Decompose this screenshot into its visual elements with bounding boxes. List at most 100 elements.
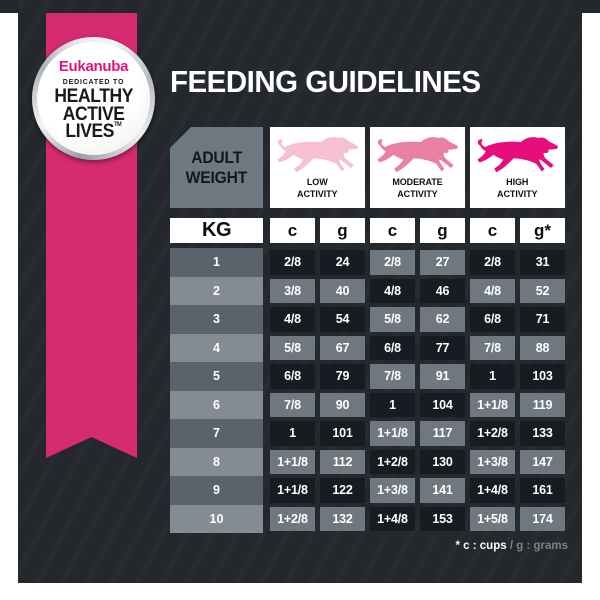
amount-cell: 5/8 (270, 335, 315, 360)
table-row: 5 6/8 79 7/8 91 1 103 (170, 362, 568, 391)
amount-cell: 147 (520, 449, 565, 474)
amount-cell: 27 (420, 250, 465, 275)
unit-header-kg: KG (170, 218, 263, 243)
amount-cell: 40 (320, 278, 365, 303)
amount-cell: 2/8 (370, 250, 415, 275)
amount-cell: 1+1/8 (470, 392, 515, 417)
units-header-row: KG c g c g c g* (170, 218, 568, 243)
amount-cell: 1+2/8 (470, 421, 515, 446)
activity-header-low: LOW ACTIVITY (270, 127, 365, 208)
amount-cell: 88 (520, 335, 565, 360)
amount-cell: 6/8 (270, 364, 315, 389)
unit-header-g: g* (520, 218, 565, 243)
table-row: 7 1 101 1+1/8 117 1+2/8 133 (170, 419, 568, 448)
amount-cell: 79 (320, 364, 365, 389)
badge-line-healthy: HEALTHY (54, 86, 133, 108)
table-body: 1 2/8 24 2/8 27 2/8 31 2 3/8 40 4/8 46 4/8 52 3 4/8 54 5/… (170, 248, 568, 533)
amount-cell: 101 (320, 421, 365, 446)
amount-cell: 2/8 (270, 250, 315, 275)
badge-tagline: DEDICATED TO (62, 79, 125, 87)
badge-line-active: ACTIVE (62, 103, 125, 125)
unit-header-g: g (420, 218, 465, 243)
activity-header-row: ADULT WEIGHT LOW ACTIVITY MODERATE ACTIVITY… (170, 127, 568, 208)
feeding-table: ADULT WEIGHT LOW ACTIVITY MODERATE ACTIVITY… (170, 127, 568, 533)
amount-cell: 4/8 (370, 278, 415, 303)
amount-cell: 67 (320, 335, 365, 360)
amount-cell: 1+1/8 (270, 478, 315, 503)
badge-line-lives: LIVESTM (65, 121, 122, 143)
page-title: FEEDING GUIDELINES (170, 64, 481, 99)
amount-cell: 4/8 (270, 307, 315, 332)
running-dog-icon (376, 137, 458, 173)
table-row: 3 4/8 54 5/8 62 6/8 71 (170, 305, 568, 334)
activity-label: HIGH ACTIVITY (497, 177, 538, 200)
units-footnote: * c : cups / g : grams (170, 540, 569, 552)
amount-cell: 6/8 (370, 335, 415, 360)
running-dog-icon (476, 137, 558, 173)
amount-cell: 46 (420, 278, 465, 303)
running-dog-icon (276, 137, 358, 173)
amount-cell: 5/8 (370, 307, 415, 332)
amount-cell: 1 (270, 421, 315, 446)
amount-cell: 1+5/8 (470, 506, 515, 531)
amount-cell: 1+4/8 (470, 478, 515, 503)
amount-cell: 153 (420, 506, 465, 531)
amount-cell: 62 (420, 307, 465, 332)
amount-cell: 7/8 (470, 335, 515, 360)
activity-header-high: HIGH ACTIVITY (470, 127, 565, 208)
trademark-symbol: TM (114, 122, 122, 129)
amount-cell: 174 (520, 506, 565, 531)
adult-weight-header: ADULT WEIGHT (170, 127, 263, 208)
amount-cell: 1+1/8 (370, 421, 415, 446)
table-row: 8 1+1/8 112 1+2/8 130 1+3/8 147 (170, 447, 568, 476)
unit-header-c: c (270, 218, 315, 243)
kg-cell: 10 (170, 504, 263, 533)
amount-cell: 7/8 (370, 364, 415, 389)
amount-cell: 1 (470, 364, 515, 389)
footnote-grams: / g : grams (506, 540, 568, 552)
amount-cell: 77 (420, 335, 465, 360)
amount-cell: 133 (520, 421, 565, 446)
activity-label: LOW ACTIVITY (297, 177, 338, 200)
kg-cell: 5 (170, 362, 263, 391)
table-row: 2 3/8 40 4/8 46 4/8 52 (170, 276, 568, 305)
amount-cell: 1+1/8 (270, 449, 315, 474)
amount-cell: 104 (420, 392, 465, 417)
unit-header-c: c (370, 218, 415, 243)
amount-cell: 112 (320, 449, 365, 474)
amount-cell: 117 (420, 421, 465, 446)
kg-cell: 7 (170, 419, 263, 448)
amount-cell: 54 (320, 307, 365, 332)
amount-cell: 52 (520, 278, 565, 303)
amount-cell: 1+3/8 (470, 449, 515, 474)
amount-cell: 2/8 (470, 250, 515, 275)
footnote-cups: * c : cups (455, 540, 507, 552)
unit-header-g: g (320, 218, 365, 243)
amount-cell: 31 (520, 250, 565, 275)
table-row: 1 2/8 24 2/8 27 2/8 31 (170, 248, 568, 277)
amount-cell: 1 (370, 392, 415, 417)
amount-cell: 119 (520, 392, 565, 417)
kg-cell: 3 (170, 305, 263, 334)
eukanuba-seal-badge: Eukanuba DEDICATED TO HEALTHY ACTIVE LIV… (32, 37, 155, 160)
unit-header-c: c (470, 218, 515, 243)
table-row: 9 1+1/8 122 1+3/8 141 1+4/8 161 (170, 476, 568, 505)
amount-cell: 122 (320, 478, 365, 503)
kg-cell: 2 (170, 276, 263, 305)
amount-cell: 3/8 (270, 278, 315, 303)
brand-logo-text: Eukanuba (58, 58, 129, 76)
kg-cell: 9 (170, 476, 263, 505)
amount-cell: 130 (420, 449, 465, 474)
amount-cell: 141 (420, 478, 465, 503)
amount-cell: 90 (320, 392, 365, 417)
badge-face: Eukanuba DEDICATED TO HEALTHY ACTIVE LIV… (37, 42, 150, 155)
amount-cell: 1+2/8 (370, 449, 415, 474)
amount-cell: 1+2/8 (270, 506, 315, 531)
table-row: 6 7/8 90 1 104 1+1/8 119 (170, 390, 568, 419)
amount-cell: 6/8 (470, 307, 515, 332)
amount-cell: 161 (520, 478, 565, 503)
kg-cell: 4 (170, 333, 263, 362)
kg-cell: 1 (170, 248, 263, 277)
table-row: 10 1+2/8 132 1+4/8 153 1+5/8 174 (170, 504, 568, 533)
amount-cell: 71 (520, 307, 565, 332)
